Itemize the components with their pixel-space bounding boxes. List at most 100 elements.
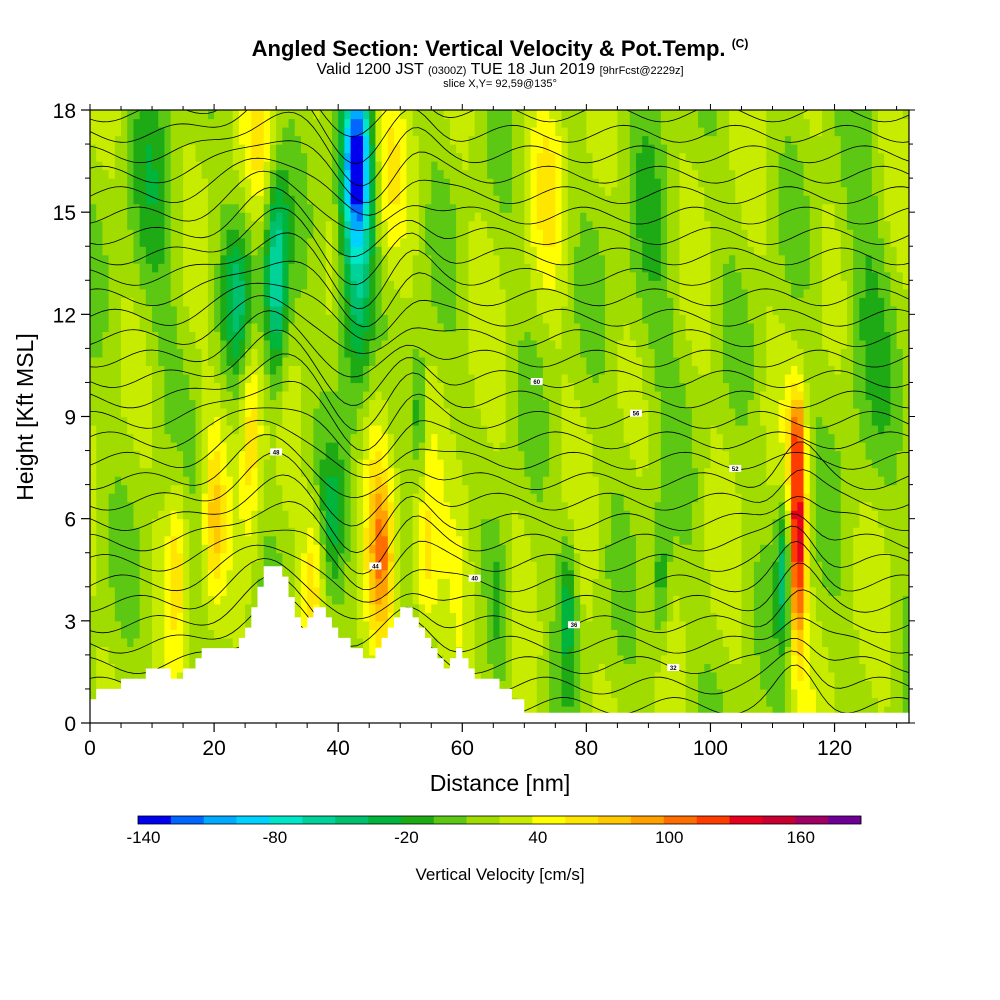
velocity-cell [139,620,147,630]
velocity-cell [499,467,507,477]
velocity-cell [195,544,203,554]
velocity-cell [840,646,848,656]
velocity-cell [859,535,867,545]
velocity-cell [263,493,271,503]
velocity-cell [691,493,699,503]
velocity-cell [729,612,736,622]
velocity-cell [189,612,197,622]
velocity-cell [809,535,817,545]
velocity-cell [642,501,649,511]
chart-title: Angled Section: Vertical Velocity & Pot.… [0,36,1000,62]
velocity-cell [642,586,649,596]
velocity-cell [722,510,730,520]
velocity-cell [480,552,488,562]
velocity-cell [884,620,891,630]
velocity-cell [437,450,445,460]
velocity-cell [784,671,792,682]
velocity-cell [102,552,110,562]
velocity-cell [344,501,352,511]
velocity-cell [648,399,656,409]
velocity-cell [493,629,501,639]
velocity-cell [505,476,513,486]
velocity-cell [815,433,823,443]
velocity-cell [524,569,532,579]
velocity-cell [152,586,159,596]
velocity-cell [183,586,190,596]
velocity-cell [586,646,594,656]
velocity-cell [815,603,823,613]
velocity-cell [406,561,414,571]
velocity-cell [499,569,507,579]
velocity-cell [176,425,184,435]
velocity-cell [716,501,724,511]
velocity-cell [214,476,221,486]
velocity-cell [350,561,358,571]
velocity-cell [387,620,395,630]
velocity-cell [859,561,867,571]
velocity-cell [437,433,445,443]
velocity-cell [369,544,376,554]
velocity-cell [245,510,252,520]
velocity-cell [573,629,581,639]
velocity-cell [437,399,445,409]
velocity-cell [896,578,904,588]
velocity-cell [474,433,482,443]
velocity-cell [127,629,135,639]
velocity-cell [710,518,718,528]
velocity-cell [803,705,811,716]
velocity-cell [505,416,513,426]
velocity-cell [846,595,854,605]
velocity-cell [108,586,116,596]
velocity-cell [381,407,389,418]
velocity-cell [183,399,190,409]
velocity-cell [121,535,128,545]
velocity-cell [263,535,271,545]
velocity-cell [263,467,271,477]
velocity-cell [834,476,842,486]
velocity-cell [387,467,395,477]
velocity-cell [859,680,867,690]
velocity-cell [307,569,314,579]
velocity-cell [729,561,736,571]
velocity-cell [611,527,618,537]
velocity-cell [288,544,296,554]
velocity-cell [431,476,439,486]
velocity-cell [288,552,296,562]
velocity-cell [499,476,507,486]
velocity-cell [263,501,271,511]
velocity-cell [474,518,482,528]
velocity-cell [456,433,463,443]
velocity-cell [691,586,699,596]
velocity-cell [207,637,215,647]
velocity-cell [431,637,439,647]
subtitle-utc: (0300Z) [427,65,467,77]
velocity-cell [387,578,395,588]
velocity-cell [449,450,457,460]
velocity-cell [716,459,724,469]
velocity-cell [313,561,321,571]
velocity-cell [797,612,805,622]
velocity-cell [704,680,712,690]
velocity-cell [524,518,532,528]
velocity-cell [437,629,445,639]
velocity-cell [884,433,891,443]
velocity-cell [462,450,470,460]
velocity-cell [598,612,606,622]
velocity-cell [642,688,649,699]
velocity-cell [114,450,122,460]
velocity-cell [561,637,569,647]
velocity-cell [729,569,736,579]
velocity-cell [623,578,631,588]
velocity-cell [853,501,860,511]
velocity-cell [760,459,767,469]
velocity-cell [493,586,501,596]
velocity-cell [598,595,606,605]
velocity-cell [363,450,370,460]
velocity-cell [139,646,147,656]
velocity-cell [536,578,544,588]
velocity-cell [102,467,110,477]
velocity-cell [524,629,532,639]
velocity-cell [530,433,538,443]
velocity-cell [884,527,891,537]
velocity-cell [660,433,668,443]
